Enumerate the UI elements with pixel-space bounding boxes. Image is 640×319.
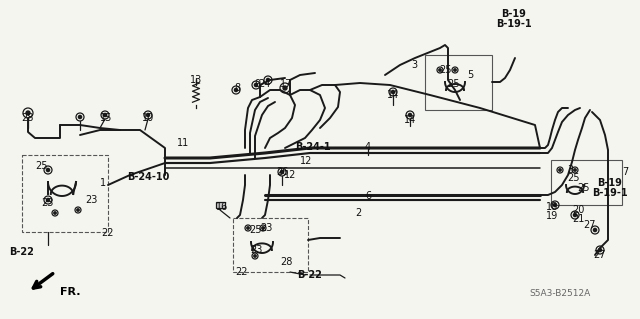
Text: 23: 23	[85, 195, 97, 205]
Text: B-24-10: B-24-10	[127, 172, 169, 182]
Circle shape	[77, 209, 79, 211]
Text: 25: 25	[577, 183, 589, 193]
Text: 10: 10	[142, 113, 154, 123]
Text: 23: 23	[250, 245, 262, 255]
Text: 26: 26	[276, 167, 288, 177]
Circle shape	[104, 113, 107, 117]
Text: 11: 11	[177, 138, 189, 148]
Text: 25: 25	[249, 225, 261, 235]
Text: B-19: B-19	[502, 9, 527, 19]
Circle shape	[254, 255, 256, 257]
Text: 7: 7	[622, 167, 628, 177]
Circle shape	[147, 113, 150, 117]
Circle shape	[26, 111, 30, 115]
Text: B-19-1: B-19-1	[496, 19, 532, 29]
Bar	[216, 202, 225, 208]
Text: 25: 25	[567, 173, 579, 183]
Text: 3: 3	[567, 165, 573, 175]
Text: 14: 14	[404, 115, 416, 125]
Bar	[233, 218, 308, 272]
Circle shape	[593, 228, 596, 232]
Text: 1: 1	[100, 178, 106, 188]
Circle shape	[559, 169, 561, 171]
Circle shape	[283, 86, 287, 90]
Text: 24: 24	[258, 79, 270, 89]
Text: 23: 23	[260, 223, 272, 233]
Circle shape	[280, 170, 284, 174]
Text: 18: 18	[546, 202, 558, 212]
Circle shape	[79, 115, 82, 119]
Text: 12: 12	[300, 156, 312, 166]
Circle shape	[408, 113, 412, 117]
Text: 16: 16	[216, 202, 228, 212]
Circle shape	[234, 88, 237, 92]
Circle shape	[598, 249, 602, 252]
Circle shape	[262, 227, 264, 229]
Text: 8: 8	[234, 83, 240, 93]
Bar	[425, 55, 492, 110]
Circle shape	[247, 227, 249, 229]
Text: 14: 14	[387, 90, 399, 100]
Circle shape	[454, 69, 456, 71]
Circle shape	[439, 69, 441, 71]
Text: 27: 27	[594, 250, 606, 260]
Text: 12: 12	[284, 170, 296, 180]
Text: 27: 27	[584, 220, 596, 230]
Text: 5: 5	[467, 70, 473, 80]
Text: 25: 25	[440, 65, 452, 75]
Circle shape	[554, 204, 557, 207]
Text: 6: 6	[365, 191, 371, 201]
Bar	[551, 160, 622, 205]
Bar	[22, 155, 108, 232]
Text: 19: 19	[546, 211, 558, 221]
Text: 28: 28	[280, 257, 292, 267]
Circle shape	[574, 169, 576, 171]
Text: 15: 15	[100, 113, 112, 123]
Text: 23: 23	[41, 198, 53, 208]
Text: 25: 25	[36, 161, 48, 171]
Text: 25: 25	[447, 79, 460, 89]
Circle shape	[46, 198, 50, 202]
Text: 20: 20	[572, 205, 584, 215]
Text: 4: 4	[365, 142, 371, 152]
Circle shape	[266, 78, 269, 82]
Text: 2: 2	[355, 208, 361, 218]
Circle shape	[255, 83, 258, 86]
Circle shape	[54, 212, 56, 214]
Text: 22: 22	[236, 267, 248, 277]
Text: 22: 22	[102, 228, 115, 238]
Text: 28: 28	[21, 113, 33, 123]
Text: 21: 21	[572, 214, 584, 224]
Text: B-22: B-22	[298, 270, 323, 280]
Circle shape	[573, 213, 577, 217]
Text: B-24-1: B-24-1	[295, 142, 331, 152]
Text: S5A3-B2512A: S5A3-B2512A	[529, 288, 591, 298]
Text: FR.: FR.	[60, 287, 81, 297]
Text: 17: 17	[280, 79, 292, 89]
Circle shape	[46, 168, 50, 172]
Circle shape	[392, 90, 395, 93]
Text: 9: 9	[254, 79, 260, 89]
Text: B-22: B-22	[10, 247, 35, 257]
Text: B-19-1: B-19-1	[592, 188, 628, 198]
Text: 13: 13	[190, 75, 202, 85]
Text: B-19: B-19	[598, 178, 623, 188]
Text: 3: 3	[411, 60, 417, 70]
